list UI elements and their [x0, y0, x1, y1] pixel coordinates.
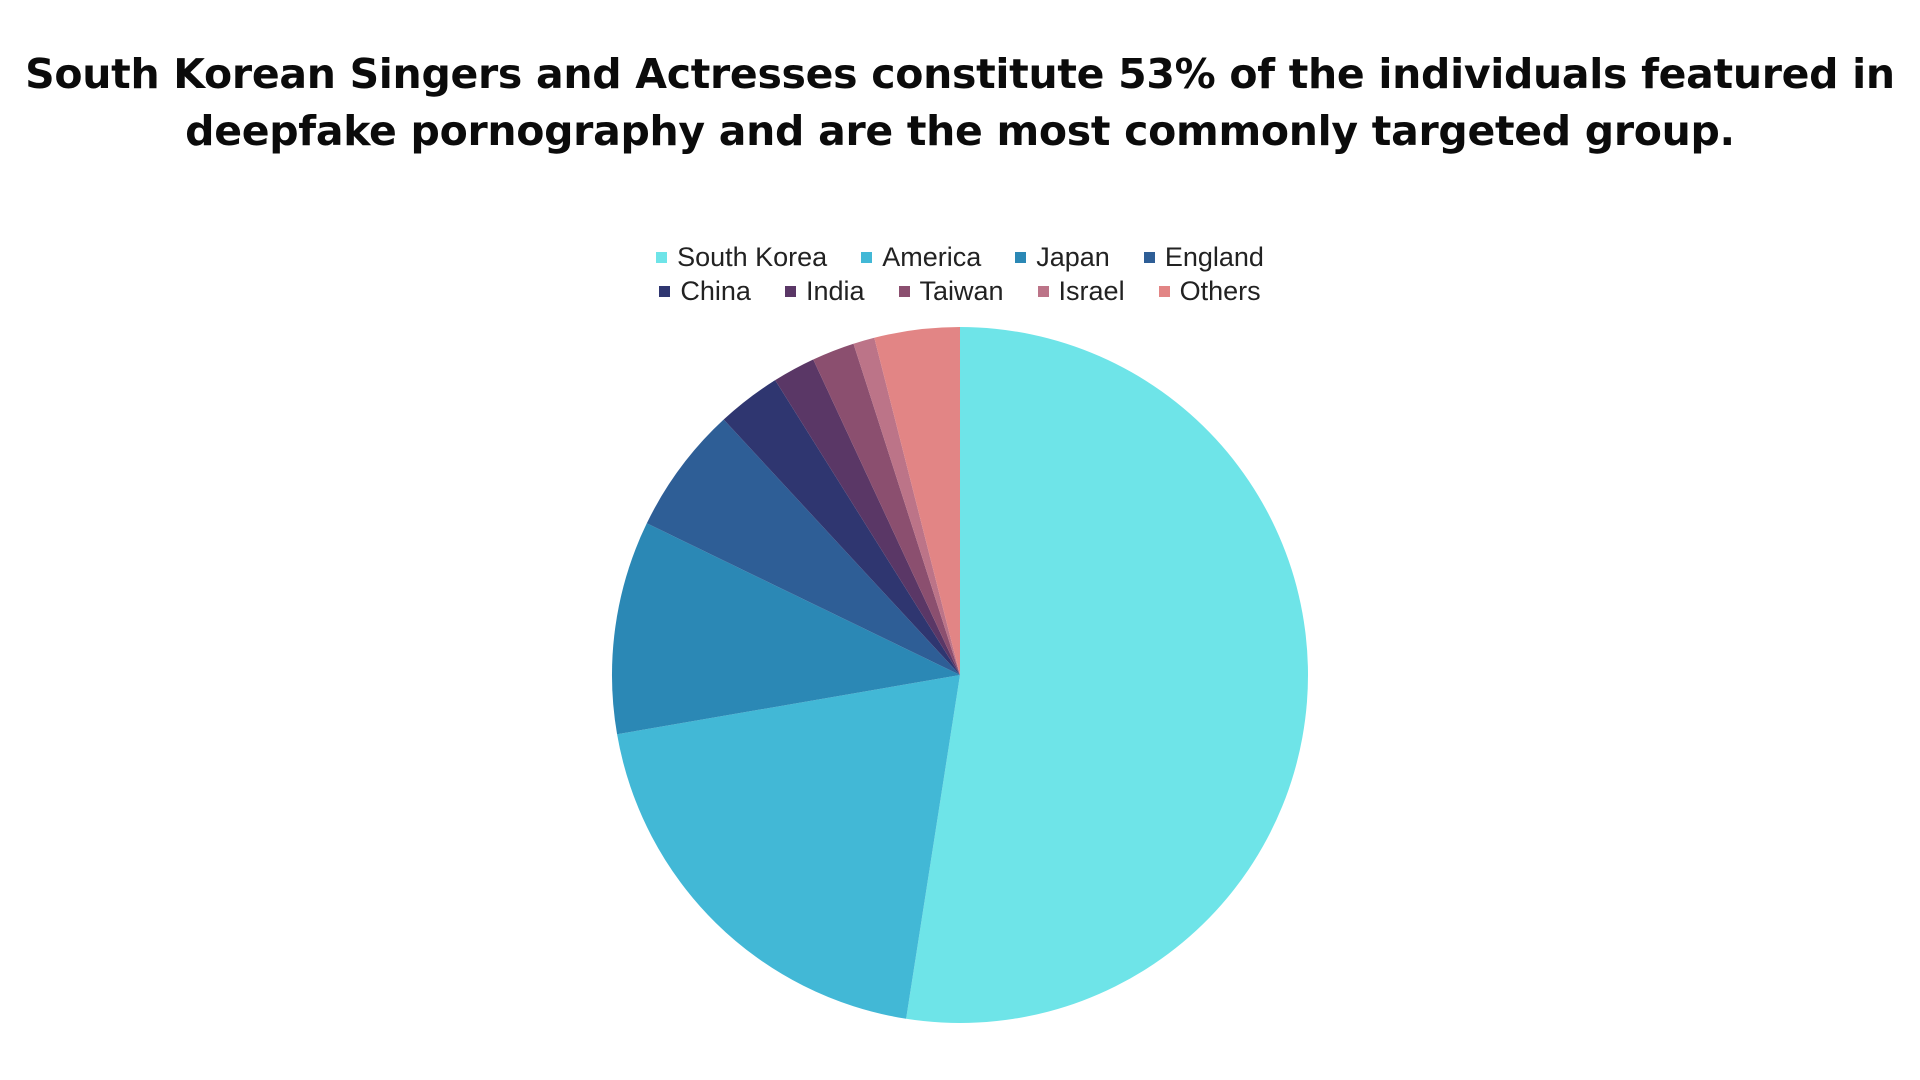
- pie-slice-israel: [853, 337, 960, 675]
- legend-item-south-korea: South Korea: [656, 242, 827, 273]
- legend-label: Israel: [1058, 275, 1125, 306]
- chart-legend: South Korea America Japan England China …: [0, 240, 1920, 308]
- pie-slice-south-korea: [906, 327, 1309, 1023]
- legend-item-israel: Israel: [1037, 275, 1125, 307]
- pie-slice-others: [874, 327, 960, 675]
- legend-label: Others: [1179, 275, 1261, 306]
- legend-label: South Korea: [677, 241, 828, 272]
- pie-slice-taiwan: [813, 343, 960, 675]
- legend-swatch-icon: [861, 251, 873, 263]
- legend-swatch-icon: [656, 251, 668, 263]
- legend-swatch-icon: [1015, 251, 1027, 263]
- legend-label: England: [1164, 241, 1264, 272]
- pie-slice-japan: [612, 523, 960, 735]
- legend-row-1: South Korea America Japan England: [0, 240, 1920, 274]
- chart-title-line-1: South Korean Singers and Actresses const…: [25, 50, 1895, 98]
- chart-title-line-2: deepfake pornography and are the most co…: [185, 107, 1735, 155]
- legend-swatch-icon: [1158, 285, 1170, 297]
- chart-title: South Korean Singers and Actresses const…: [0, 46, 1920, 160]
- legend-swatch-icon: [659, 285, 671, 297]
- legend-item-america: America: [861, 242, 981, 273]
- legend-item-taiwan: Taiwan: [898, 275, 1004, 307]
- pie-slice-england: [646, 419, 960, 675]
- legend-swatch-icon: [1143, 251, 1155, 263]
- legend-label: America: [882, 241, 982, 272]
- legend-item-china: China: [659, 276, 751, 307]
- legend-label: Japan: [1036, 241, 1110, 272]
- pie-slice-china: [723, 380, 960, 675]
- legend-swatch-icon: [898, 285, 910, 297]
- legend-swatch-icon: [784, 285, 796, 297]
- legend-row-2: China India Taiwan Israel Others: [0, 274, 1920, 308]
- pie-slice-america: [617, 675, 960, 1019]
- legend-item-england: England: [1143, 241, 1264, 273]
- legend-item-japan: Japan: [1015, 242, 1110, 273]
- legend-label: India: [805, 275, 865, 306]
- legend-item-others: Others: [1158, 275, 1261, 307]
- legend-label: China: [680, 275, 751, 306]
- legend-swatch-icon: [1037, 285, 1049, 297]
- pie-slice-india: [775, 359, 960, 675]
- legend-item-india: India: [784, 275, 865, 307]
- legend-label: Taiwan: [919, 275, 1004, 306]
